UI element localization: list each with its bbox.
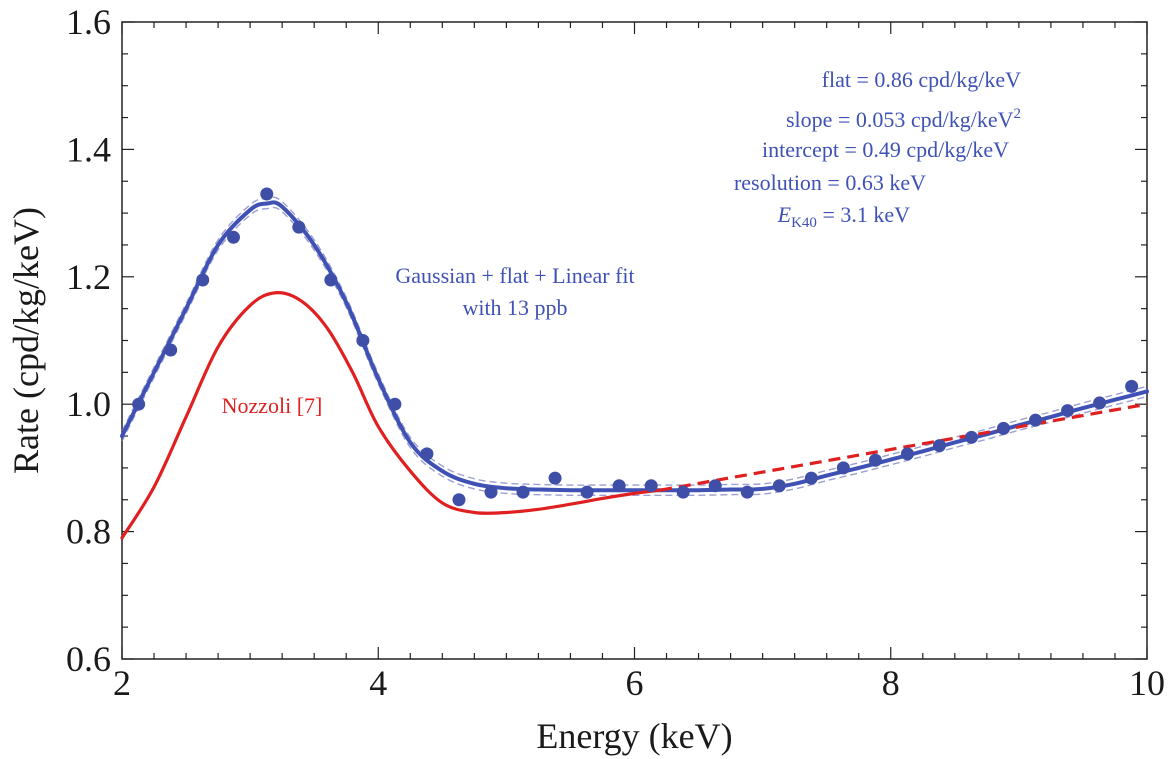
fit-label-line1: Gaussian + flat + Linear fit [395, 263, 634, 288]
data-point [644, 479, 658, 493]
series-lines-group [120, 196, 1149, 540]
data-point [612, 479, 626, 493]
x-tick-label: 6 [626, 663, 644, 703]
x-tick-label: 10 [1129, 663, 1165, 703]
param-ek40-var: E [777, 202, 792, 227]
x-tick-label: 8 [882, 663, 900, 703]
data-point [804, 471, 818, 485]
y-tick-label: 1.0 [66, 384, 111, 424]
x-tick-label: 2 [113, 663, 131, 703]
data-point [452, 493, 466, 507]
data-point [548, 471, 562, 485]
data-point [932, 439, 946, 453]
param-ek40-sub: K40 [791, 215, 817, 231]
data-point [356, 334, 370, 347]
data-point [1093, 396, 1107, 410]
data-point [516, 485, 530, 499]
param-slope-text: slope = 0.053 cpd/kg/keV [786, 107, 1014, 132]
data-point [997, 421, 1010, 435]
series-line-3 [659, 402, 1148, 492]
param-slope: slope = 0.053 cpd/kg/keV2 [786, 106, 1021, 132]
data-point [1029, 413, 1043, 427]
y-tick-label: 0.8 [66, 512, 111, 552]
data-point [226, 230, 240, 244]
data-point [900, 447, 914, 461]
param-ek40: EK40 = 3.1 keV [777, 202, 910, 231]
y-tick-label: 1.2 [66, 257, 111, 297]
nozzoli-label: Nozzoli [7] [222, 393, 323, 418]
tick-labels-group: 2 4 6 8 10 0.6 0.8 1.0 1.2 1.4 1.6 [66, 2, 1165, 703]
y-tick-label: 0.6 [66, 639, 111, 679]
data-point [420, 447, 434, 461]
param-intercept: intercept = 0.49 cpd/kg/keV [762, 137, 1009, 162]
param-resolution: resolution = 0.63 keV [734, 170, 926, 195]
fit-uncertainty-line-2 [121, 196, 1148, 486]
data-point [772, 479, 786, 493]
x-axis-title: Energy (keV) [536, 716, 732, 756]
data-point [324, 273, 338, 287]
data-point [580, 485, 594, 499]
data-point [708, 479, 722, 493]
y-tick-label: 1.6 [66, 2, 111, 42]
data-point [484, 485, 498, 499]
y-tick-label: 1.4 [66, 129, 111, 169]
data-point [836, 461, 850, 475]
series-points-group [132, 187, 1139, 507]
param-flat: flat = 0.86 cpd/kg/keV [822, 67, 1021, 92]
fit-label-line2: with 13 ppb [462, 295, 567, 320]
data-point [164, 343, 178, 357]
data-point [292, 220, 306, 234]
fit-uncertainty-line-1 [121, 206, 1148, 497]
series-line-1 [120, 200, 1149, 493]
data-point [964, 430, 978, 444]
data-point [196, 273, 210, 287]
x-tick-label: 4 [369, 663, 387, 703]
data-point [676, 485, 690, 499]
data-point [132, 397, 146, 411]
ticks-group [121, 21, 1148, 660]
y-axis-title: Rate (cpd/kg/keV) [6, 207, 46, 474]
data-point [740, 485, 754, 499]
data-point [388, 397, 402, 411]
data-point [260, 187, 274, 201]
data-point [1125, 379, 1139, 393]
series-line-2 [120, 291, 662, 540]
data-point [868, 453, 882, 467]
data-point [1061, 404, 1075, 418]
param-slope-sup: 2 [1014, 106, 1022, 122]
param-ek40-rest: = 3.1 keV [817, 202, 910, 227]
